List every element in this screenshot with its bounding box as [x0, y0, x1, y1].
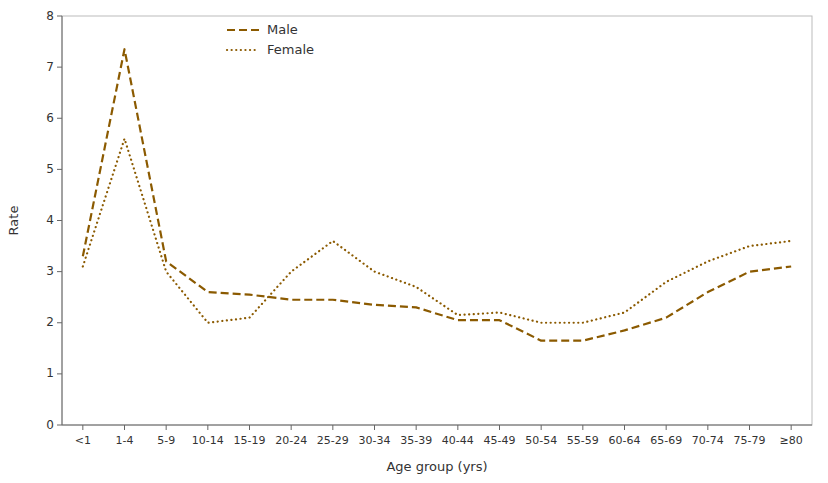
x-tick-label: ≥80 — [780, 434, 803, 447]
chart: 0 1 2 3 4 5 6 7 8 <1 1-4 5-9 10-14 15-19 20-24 25-29 30-… — [0, 0, 828, 483]
x-tick — [207, 425, 208, 430]
x-tick-label: 30-34 — [359, 434, 391, 447]
y-tick — [57, 271, 62, 272]
x-tick-label: 35-39 — [400, 434, 432, 447]
x-tick — [499, 425, 500, 430]
legend-swatch — [227, 49, 259, 51]
x-tick — [416, 425, 417, 430]
x-tick — [82, 425, 83, 430]
x-tick-label: 75-79 — [734, 434, 766, 447]
x-tick — [707, 425, 708, 430]
x-tick-label: 20-24 — [275, 434, 307, 447]
x-tick-label: 10-14 — [192, 434, 224, 447]
y-axis-line — [62, 16, 63, 425]
y-axis: 0 1 2 3 4 5 6 7 8 — [46, 9, 62, 432]
y-tick-label: 3 — [46, 264, 54, 278]
chart-container: 0 1 2 3 4 5 6 7 8 <1 1-4 5-9 10-14 15-19 20-24 25-29 30-… — [0, 0, 828, 483]
x-tick — [291, 425, 292, 430]
x-tick — [541, 425, 542, 430]
x-tick-label: 50-54 — [525, 434, 557, 447]
series-line — [83, 139, 791, 323]
x-tick-label: 65-69 — [650, 434, 682, 447]
x-tick — [124, 425, 125, 430]
x-tick-label: 5-9 — [157, 434, 175, 447]
x-tick-label: 70-74 — [692, 434, 724, 447]
y-tick-label: 6 — [46, 111, 54, 125]
y-tick — [57, 118, 62, 119]
y-tick-label: 5 — [46, 162, 54, 176]
x-tick — [791, 425, 792, 430]
legend: Male Female — [227, 22, 314, 57]
x-tick — [166, 425, 167, 430]
y-tick — [57, 16, 62, 17]
x-tick-label: <1 — [75, 434, 91, 447]
x-tick — [249, 425, 250, 430]
x-tick-label: 60-64 — [609, 434, 641, 447]
x-tick-label: 25-29 — [317, 434, 349, 447]
y-tick — [57, 322, 62, 323]
y-tick-label: 2 — [46, 315, 54, 329]
y-tick — [57, 169, 62, 170]
y-tick — [57, 220, 62, 221]
x-axis: <1 1-4 5-9 10-14 15-19 20-24 25-29 30-34 35-39 40… — [62, 425, 812, 447]
x-tick — [749, 425, 750, 430]
y-tick-label: 8 — [46, 9, 54, 23]
x-axis-line — [62, 425, 812, 426]
x-axis-title: Age group (yrs) — [386, 459, 487, 474]
x-tick — [457, 425, 458, 430]
x-tick-label: 40-44 — [442, 434, 474, 447]
x-tick — [332, 425, 333, 430]
y-tick — [57, 373, 62, 374]
legend-label: Male — [267, 22, 298, 37]
lines — [83, 49, 791, 340]
x-tick — [666, 425, 667, 430]
x-tick — [582, 425, 583, 430]
series-line — [83, 49, 791, 340]
y-tick-label: 4 — [46, 213, 54, 227]
y-axis-title: Rate — [6, 206, 21, 236]
y-tick-label: 7 — [46, 60, 54, 74]
y-tick — [57, 67, 62, 68]
x-tick-label: 1-4 — [116, 434, 134, 447]
plot-frame — [62, 16, 812, 425]
legend-swatch — [227, 29, 259, 31]
y-tick-label: 0 — [46, 418, 54, 432]
x-tick-label: 45-49 — [484, 434, 516, 447]
x-tick — [624, 425, 625, 430]
x-tick — [374, 425, 375, 430]
y-tick-label: 1 — [46, 366, 54, 380]
x-tick-label: 15-19 — [234, 434, 266, 447]
x-tick-label: 55-59 — [567, 434, 599, 447]
y-tick — [57, 425, 62, 426]
legend-label: Female — [267, 42, 314, 57]
